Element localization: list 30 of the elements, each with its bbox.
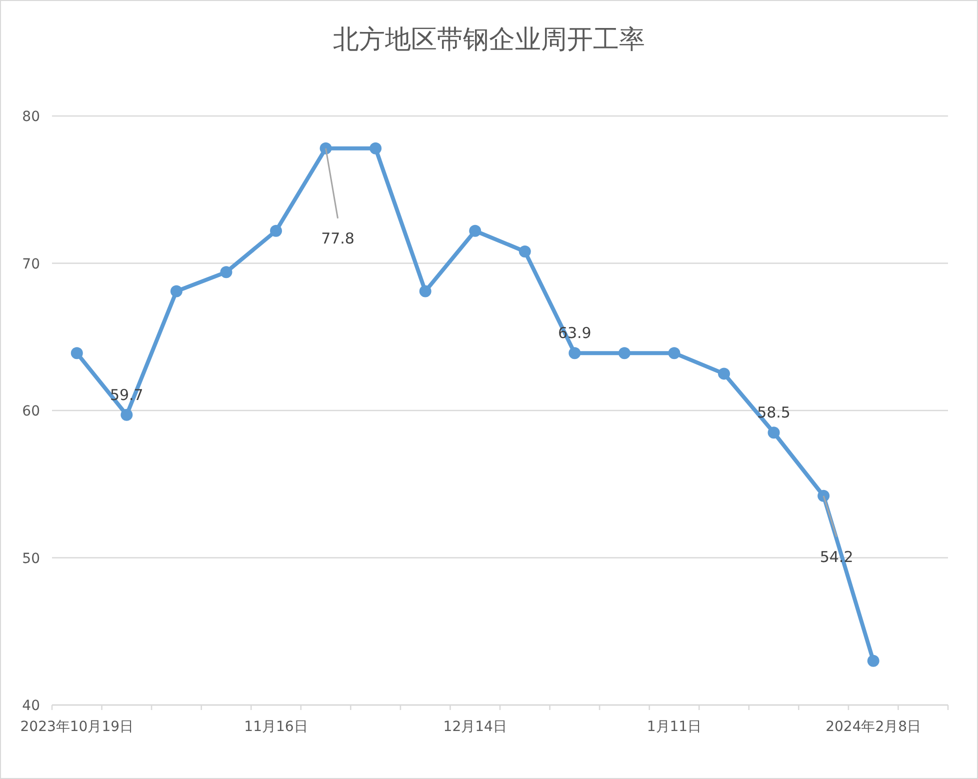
y-tick-label: 70	[22, 256, 40, 272]
point	[220, 266, 232, 278]
data-label: 77.8	[321, 229, 354, 248]
point	[170, 285, 182, 298]
point	[270, 224, 282, 237]
point	[419, 285, 432, 298]
point	[469, 224, 482, 237]
x-tick-label: 2023年10月19日	[20, 719, 134, 735]
point	[618, 347, 630, 360]
x-tick-label: 1月11日	[646, 719, 702, 735]
data-label: 58.5	[757, 404, 790, 422]
point	[867, 654, 880, 667]
point	[518, 245, 531, 258]
point	[370, 142, 382, 154]
x-tick-label: 2024年2月8日	[826, 719, 922, 735]
point	[320, 142, 332, 154]
point	[818, 490, 830, 502]
title: 北方地区带钢企业周开工率	[333, 25, 645, 55]
point	[120, 408, 133, 421]
point	[568, 347, 581, 360]
x-tick-label: 11月16日	[244, 719, 308, 735]
point	[70, 347, 83, 360]
point	[668, 347, 680, 360]
x-tick-label: 12月14日	[443, 719, 507, 735]
point	[768, 426, 780, 439]
y-tick-label: 40	[22, 698, 40, 714]
y-tick-label: 50	[22, 550, 40, 567]
y-tick-label: 80	[22, 109, 40, 125]
y-tick-label: 60	[22, 404, 40, 420]
point	[718, 368, 730, 380]
